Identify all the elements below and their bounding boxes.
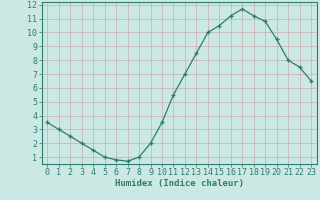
X-axis label: Humidex (Indice chaleur): Humidex (Indice chaleur) [115,179,244,188]
